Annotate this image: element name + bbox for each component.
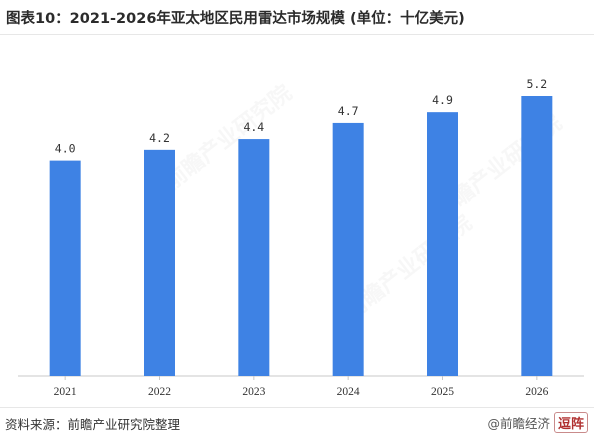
x-tick-label-2024: 2024 [337,386,360,398]
chart-title: 图表10：2021-2026年亚太地区民用雷达市场规模 (单位：十亿美元) [6,11,465,27]
x-tick-label-2025: 2025 [431,386,454,398]
x-tick-label-2021: 2021 [54,386,77,398]
corner-logo: 逗阵 [553,412,588,433]
data-label-2025: 4.9 [432,93,453,107]
bar-2024 [332,122,364,376]
data-label-2022: 4.2 [149,131,170,145]
bar-2021 [49,160,81,376]
x-tick-label-2023: 2023 [242,386,265,398]
footer-attribution: @前瞻经济 逗阵 [487,412,588,433]
data-label-2024: 4.7 [338,104,359,118]
source-note: 资料来源：前瞻产业研究院整理 [5,417,181,432]
x-tick-label-2026: 2026 [525,386,548,398]
footer-divider [0,407,594,408]
bar-2022 [144,149,175,376]
data-label-2021: 4.0 [55,142,76,156]
title-divider [0,34,594,35]
data-label-2026: 5.2 [526,77,547,91]
bar-2026 [521,96,553,376]
x-tick-label-2022: 2022 [148,386,171,398]
bar-2025 [427,112,458,377]
bar-2023 [238,139,270,376]
attribution-text: @前瞻经济 [487,416,550,431]
data-label-2023: 4.4 [243,120,264,134]
